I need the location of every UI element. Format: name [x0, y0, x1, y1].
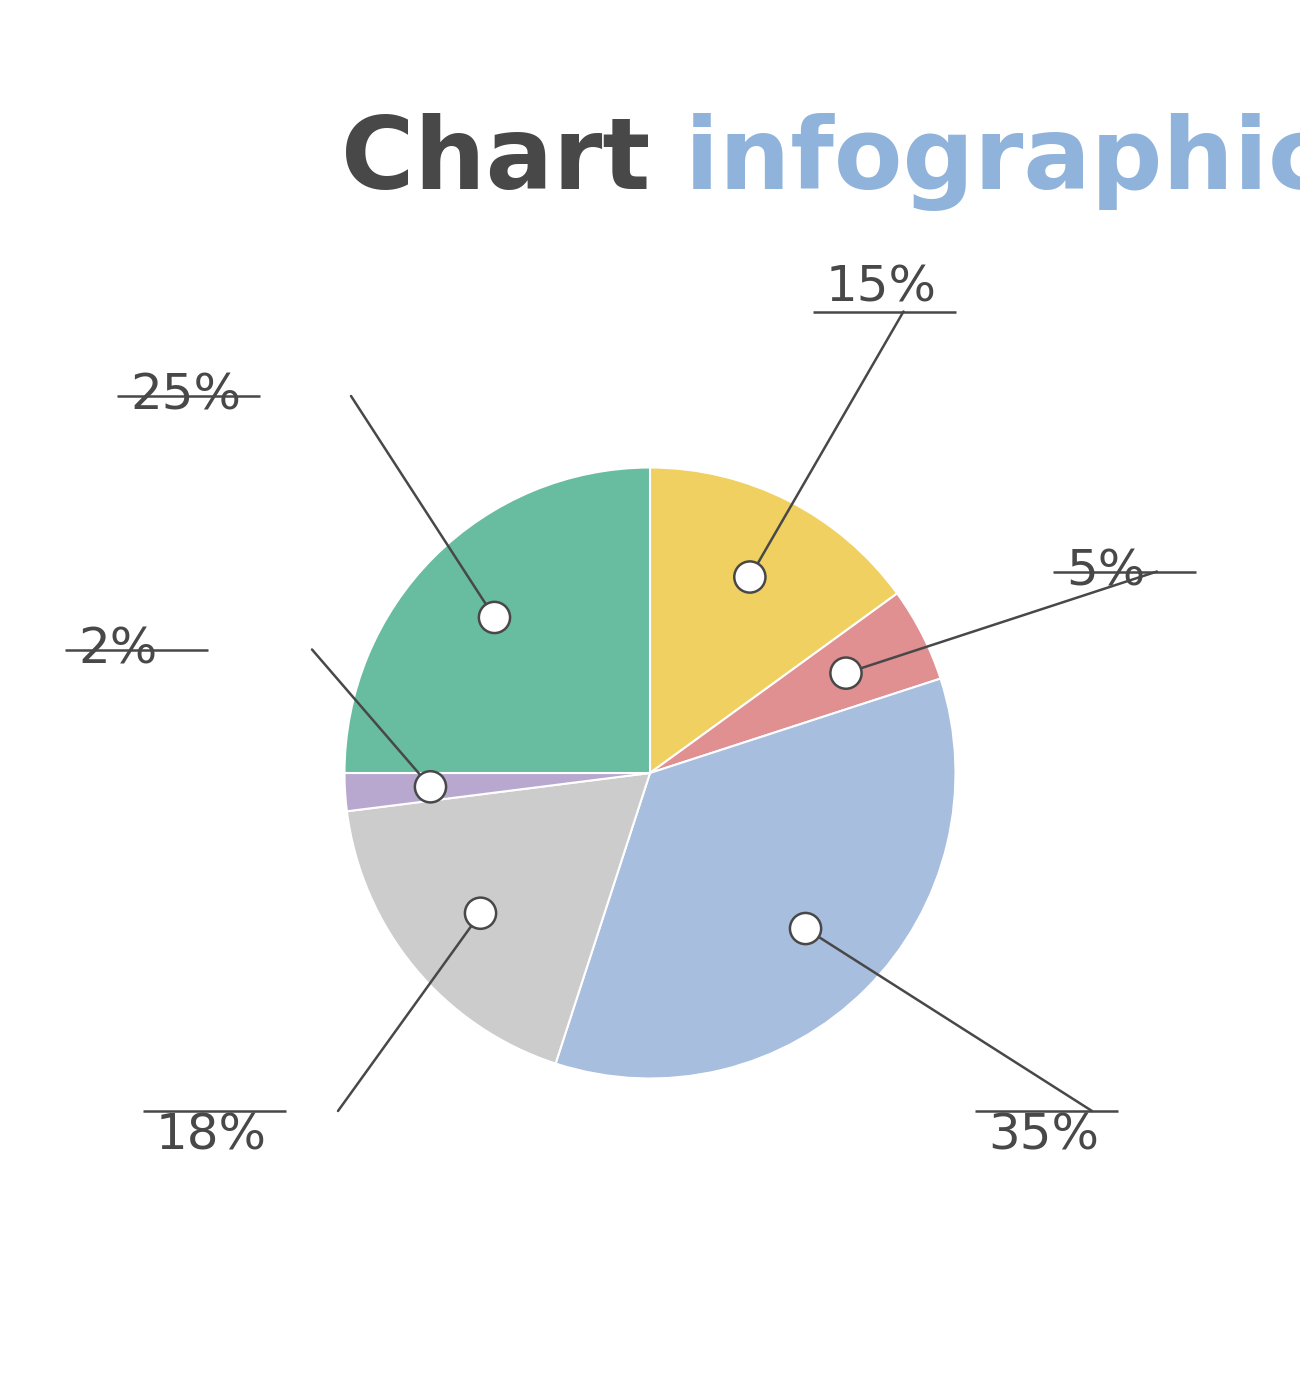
Text: 15%: 15%: [826, 264, 936, 311]
Text: 35%: 35%: [988, 1111, 1098, 1159]
Wedge shape: [555, 678, 956, 1079]
Wedge shape: [347, 773, 650, 1063]
Text: 2%: 2%: [78, 626, 157, 674]
Circle shape: [465, 898, 497, 929]
Text: 25%: 25%: [130, 373, 240, 420]
Circle shape: [415, 771, 446, 802]
Circle shape: [734, 562, 766, 592]
Text: infographics: infographics: [650, 113, 1300, 211]
Wedge shape: [650, 467, 897, 773]
Wedge shape: [650, 594, 940, 773]
Circle shape: [478, 602, 510, 632]
Text: 18%: 18%: [156, 1111, 266, 1159]
Circle shape: [831, 657, 862, 688]
Text: 5%: 5%: [1066, 548, 1145, 595]
Wedge shape: [344, 773, 650, 812]
Circle shape: [790, 913, 822, 944]
Text: Chart: Chart: [341, 114, 650, 210]
Wedge shape: [344, 467, 650, 773]
